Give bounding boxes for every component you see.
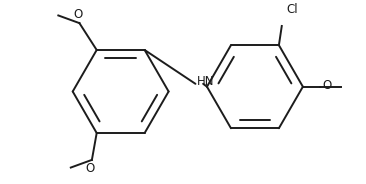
Text: HN: HN — [197, 75, 214, 89]
Text: Cl: Cl — [287, 3, 298, 16]
Text: O: O — [73, 8, 82, 21]
Text: O: O — [85, 162, 94, 175]
Text: O: O — [322, 79, 331, 92]
